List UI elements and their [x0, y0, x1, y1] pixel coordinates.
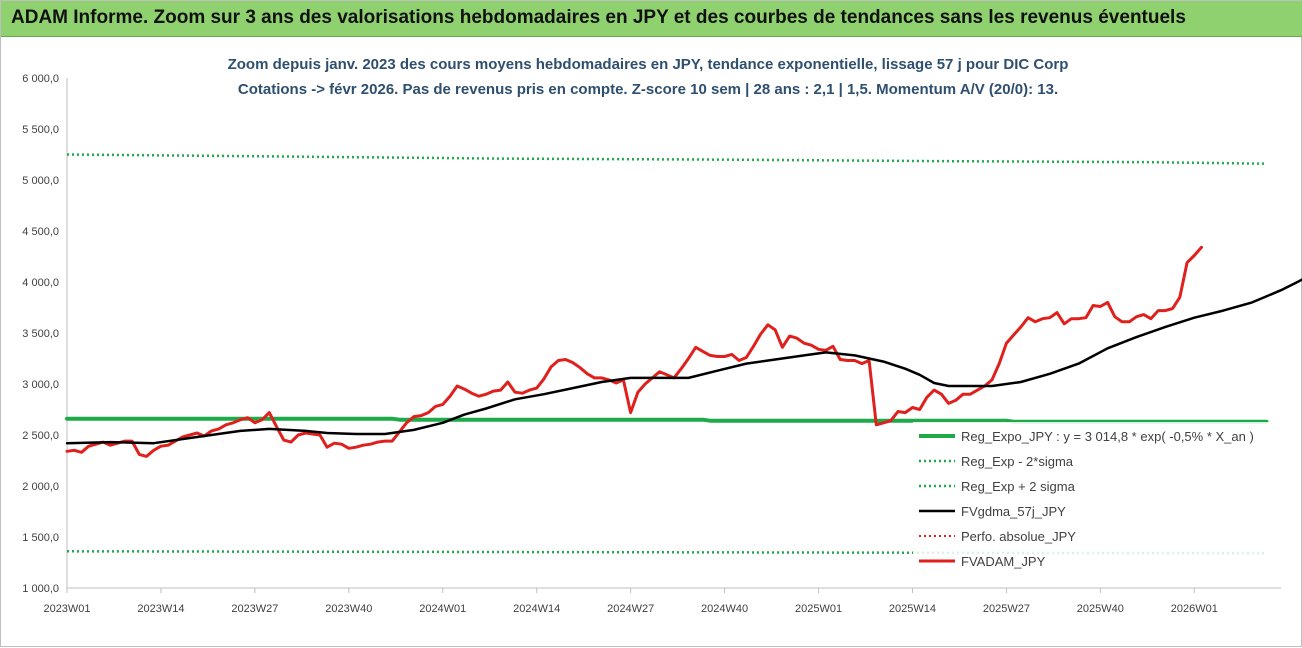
- x-tick-label: 2025W40: [1077, 603, 1124, 615]
- series-fvgdma-line: [65, 278, 1302, 445]
- series-layer: [65, 153, 1302, 555]
- legend-label: Reg_Expo_JPY : y = 3 014,8 * exp( -0,5% …: [961, 429, 1254, 444]
- y-tick-label: 4 500,0: [22, 226, 59, 238]
- x-tick-label: 2024W14: [513, 603, 560, 615]
- legend-label: Reg_Exp + 2 sigma: [961, 479, 1076, 494]
- series-fvadam-line: [65, 245, 1203, 458]
- x-tick-label: 2024W40: [701, 603, 748, 615]
- legend-label: Perfo. absolue_JPY: [961, 529, 1076, 544]
- legend-box: [913, 422, 1275, 575]
- header-banner: ADAM Informe. Zoom sur 3 ans des valoris…: [1, 1, 1302, 37]
- x-axis: 2023W01 2023W14 2023W27 2023W40 2024W01 2024W…: [43, 587, 1281, 615]
- x-tick-label: 2025W01: [795, 603, 842, 615]
- x-tick-label: 2023W01: [43, 603, 90, 615]
- legend: Reg_Expo_JPY : y = 3 014,8 * exp( -0,5% …: [913, 422, 1275, 575]
- y-tick-label: 5 000,0: [22, 175, 59, 187]
- chart-title: Zoom depuis janv. 2023 des cours moyens …: [228, 56, 1069, 73]
- legend-label: FVgdma_57j_JPY: [961, 504, 1066, 519]
- y-tick-label: 5 500,0: [22, 124, 59, 136]
- x-tick-label: 2024W01: [419, 603, 466, 615]
- chart-subtitle: Cotations -> févr 2026. Pas de revenus p…: [238, 81, 1058, 98]
- y-tick-label: 4 000,0: [22, 277, 59, 289]
- y-tick-label: 1 500,0: [22, 532, 59, 544]
- x-tick-label: 2023W27: [231, 603, 278, 615]
- x-tick-label: 2023W40: [325, 603, 372, 615]
- x-tick-label: 2025W27: [983, 603, 1030, 615]
- series-plus-2sigma-line: [66, 153, 1267, 165]
- legend-label: FVADAM_JPY: [961, 554, 1046, 569]
- y-tick-label: 1 000,0: [22, 583, 59, 595]
- y-tick-label: 3 500,0: [22, 328, 59, 340]
- series-reg-expo-line: [65, 416, 1269, 424]
- x-tick-label: 2026W01: [1171, 603, 1218, 615]
- banner-title: ADAM Informe. Zoom sur 3 ans des valoris…: [11, 7, 1186, 28]
- x-tick-label: 2024W27: [607, 603, 654, 615]
- x-tick-label: 2023W14: [137, 603, 184, 615]
- y-tick-label: 3 000,0: [22, 379, 59, 391]
- y-tick-label: 6 000,0: [22, 73, 59, 85]
- y-axis: 1 000,0 1 500,0 2 000,0 2 500,0 3 000,0 3 500…: [22, 73, 68, 595]
- legend-label: Reg_Exp - 2*sigma: [961, 454, 1074, 469]
- y-tick-label: 2 000,0: [22, 481, 59, 493]
- y-tick-label: 2 500,0: [22, 430, 59, 442]
- x-tick-label: 2025W14: [889, 603, 936, 615]
